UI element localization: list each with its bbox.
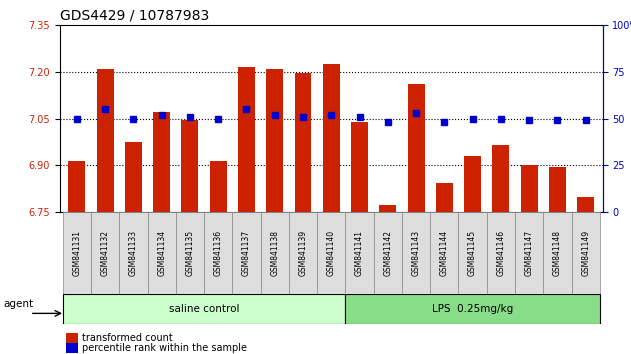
Text: saline control: saline control [169,304,239,314]
Bar [182,120,198,212]
Bar [374,212,402,294]
Text: LPS  0.25mg/kg: LPS 0.25mg/kg [432,304,513,314]
Text: agent: agent [3,299,33,309]
Text: GSM841144: GSM841144 [440,230,449,276]
Bar [572,212,600,294]
Bar [261,212,289,294]
Bar [125,142,142,212]
Text: GSM841139: GSM841139 [298,230,307,276]
Text: GSM841141: GSM841141 [355,230,364,276]
Bar [209,161,227,212]
Bar [238,67,255,212]
Bar [436,183,453,212]
Bar [62,212,91,294]
Bar [345,294,600,324]
Bar [295,73,312,212]
Text: GSM841132: GSM841132 [101,230,110,276]
Bar [351,122,368,212]
Bar [408,84,425,212]
Bar [148,212,176,294]
Bar [549,167,566,212]
Text: GSM841149: GSM841149 [581,230,590,276]
Text: GSM841148: GSM841148 [553,230,562,276]
Bar [464,156,481,212]
Bar [521,165,538,212]
Bar [515,212,543,294]
Text: GSM841147: GSM841147 [524,230,534,276]
Bar [62,294,345,324]
Bar [266,69,283,212]
Bar [492,145,509,212]
Text: GSM841136: GSM841136 [214,230,223,276]
Text: percentile rank within the sample: percentile rank within the sample [82,343,247,353]
Bar [577,197,594,212]
Bar [323,64,339,212]
Text: GSM841145: GSM841145 [468,230,477,276]
Text: GDS4429 / 10787983: GDS4429 / 10787983 [60,8,209,22]
Bar [68,161,85,212]
Bar [119,212,148,294]
Bar [176,212,204,294]
Bar [379,205,396,212]
Text: GSM841142: GSM841142 [383,230,392,276]
Text: GSM841138: GSM841138 [270,230,280,276]
Bar [345,212,374,294]
Text: GSM841135: GSM841135 [186,230,194,276]
Bar [97,69,114,212]
Text: GSM841131: GSM841131 [73,230,81,276]
Text: GSM841133: GSM841133 [129,230,138,276]
Text: GSM841134: GSM841134 [157,230,166,276]
Text: GSM841137: GSM841137 [242,230,251,276]
Bar [487,212,515,294]
Bar [430,212,459,294]
Bar [543,212,572,294]
Bar [153,112,170,212]
Text: GSM841140: GSM841140 [327,230,336,276]
Bar [289,212,317,294]
Bar [402,212,430,294]
Bar [232,212,261,294]
Text: transformed count: transformed count [82,333,173,343]
Text: GSM841146: GSM841146 [497,230,505,276]
Bar [459,212,487,294]
Bar [317,212,345,294]
Bar [204,212,232,294]
Bar [91,212,119,294]
Text: GSM841143: GSM841143 [411,230,421,276]
